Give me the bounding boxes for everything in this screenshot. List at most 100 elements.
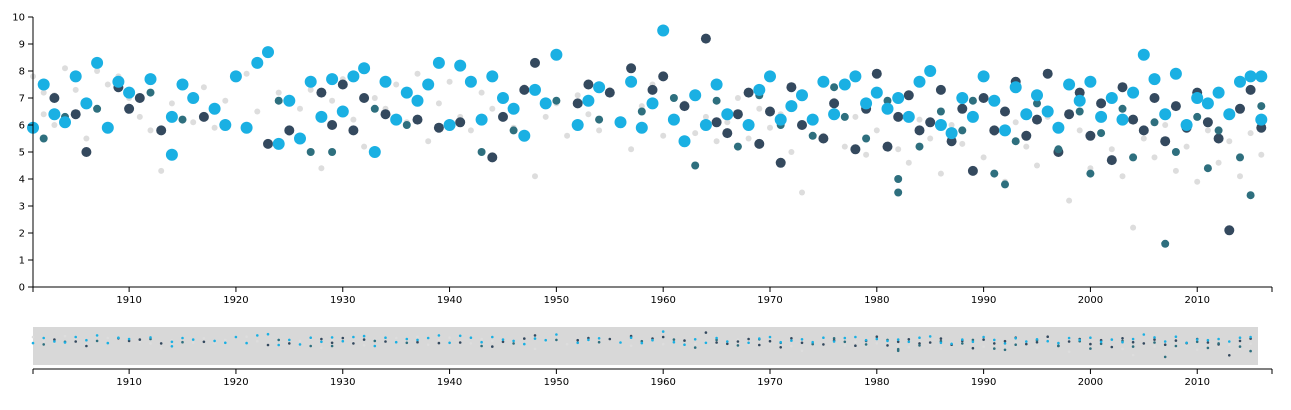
data-point[interactable] (1215, 159, 1222, 166)
data-point[interactable] (254, 108, 261, 115)
data-point[interactable] (628, 146, 635, 153)
data-point[interactable] (361, 143, 368, 150)
data-point[interactable] (852, 113, 859, 120)
data-point[interactable] (542, 113, 549, 120)
data-point[interactable] (262, 46, 274, 59)
data-point[interactable] (765, 106, 775, 117)
data-point[interactable] (657, 24, 670, 37)
data-point[interactable] (1066, 197, 1073, 204)
data-point[interactable] (425, 138, 432, 145)
data-point[interactable] (1257, 102, 1266, 111)
data-point[interactable] (840, 112, 849, 121)
data-point[interactable] (1118, 104, 1127, 113)
data-point[interactable] (198, 111, 209, 122)
data-point[interactable] (519, 84, 530, 95)
data-point[interactable] (699, 119, 712, 131)
data-point[interactable] (497, 92, 509, 104)
data-point[interactable] (318, 165, 325, 172)
data-point[interactable] (1041, 105, 1054, 118)
data-point[interactable] (368, 146, 381, 158)
data-point[interactable] (219, 119, 232, 131)
data-point[interactable] (329, 97, 336, 104)
data-point[interactable] (552, 96, 561, 105)
data-point[interactable] (393, 81, 400, 88)
data-point[interactable] (692, 130, 699, 137)
data-point[interactable] (539, 97, 552, 110)
data-point[interactable] (873, 127, 880, 134)
data-point[interactable] (1000, 106, 1010, 117)
data-point[interactable] (307, 86, 314, 93)
data-point[interactable] (263, 138, 273, 149)
data-point[interactable] (593, 81, 606, 94)
data-point[interactable] (1255, 70, 1268, 83)
data-point[interactable] (1255, 113, 1268, 126)
data-point[interactable] (272, 137, 285, 150)
data-point[interactable] (733, 142, 742, 151)
data-point[interactable] (721, 108, 734, 121)
data-point[interactable] (882, 141, 893, 152)
data-point[interactable] (753, 83, 766, 96)
data-point[interactable] (968, 96, 977, 105)
data-point[interactable] (306, 148, 315, 156)
data-point[interactable] (380, 109, 391, 120)
data-point[interactable] (1214, 126, 1223, 135)
data-point[interactable] (486, 70, 499, 83)
data-point[interactable] (81, 147, 92, 157)
data-point[interactable] (1074, 87, 1085, 98)
data-point[interactable] (895, 146, 902, 153)
data-point[interactable] (49, 93, 60, 103)
data-point[interactable] (582, 94, 595, 107)
data-point[interactable] (1012, 119, 1019, 126)
data-point[interactable] (764, 70, 776, 83)
data-point[interactable] (916, 116, 923, 123)
data-point[interactable] (37, 78, 50, 91)
data-point[interactable] (91, 56, 104, 69)
data-point[interactable] (1063, 78, 1076, 91)
data-point[interactable] (1226, 138, 1233, 145)
data-point[interactable] (658, 71, 669, 82)
data-point[interactable] (283, 94, 296, 107)
data-point[interactable] (336, 105, 349, 118)
data-point[interactable] (1064, 109, 1075, 120)
data-point[interactable] (370, 104, 379, 113)
data-point[interactable] (742, 119, 755, 131)
data-point[interactable] (411, 94, 424, 107)
data-point[interactable] (359, 93, 370, 103)
data-point[interactable] (913, 75, 926, 88)
data-point[interactable] (326, 73, 339, 86)
data-point[interactable] (1021, 130, 1032, 141)
data-point[interactable] (134, 93, 145, 103)
data-point[interactable] (1149, 93, 1160, 103)
data-point[interactable] (1086, 169, 1095, 178)
data-point[interactable] (455, 117, 466, 128)
data-point[interactable] (796, 89, 808, 102)
data-point[interactable] (275, 89, 282, 96)
data-point[interactable] (136, 113, 143, 120)
data-point[interactable] (532, 173, 538, 180)
data-point[interactable] (585, 111, 592, 118)
data-point[interactable] (829, 98, 840, 109)
data-point[interactable] (724, 119, 731, 126)
data-point[interactable] (1148, 73, 1161, 86)
data-point[interactable] (667, 113, 680, 126)
data-point[interactable] (1106, 155, 1117, 166)
data-point[interactable] (80, 97, 93, 110)
data-point[interactable] (903, 90, 914, 101)
data-point[interactable] (966, 110, 979, 123)
data-point[interactable] (350, 116, 357, 123)
data-point[interactable] (222, 97, 229, 104)
data-point[interactable] (927, 135, 934, 142)
data-point[interactable] (1096, 98, 1107, 109)
data-point[interactable] (948, 122, 955, 128)
data-point[interactable] (1159, 108, 1172, 121)
data-point[interactable] (1203, 164, 1212, 173)
data-point[interactable] (957, 103, 968, 114)
data-point[interactable] (1108, 146, 1115, 153)
data-point[interactable] (1237, 173, 1243, 180)
data-point[interactable] (1073, 94, 1086, 107)
data-point[interactable] (830, 83, 839, 92)
data-point[interactable] (1256, 122, 1267, 133)
data-point[interactable] (190, 119, 197, 126)
data-point[interactable] (432, 56, 445, 69)
data-point[interactable] (799, 189, 805, 196)
